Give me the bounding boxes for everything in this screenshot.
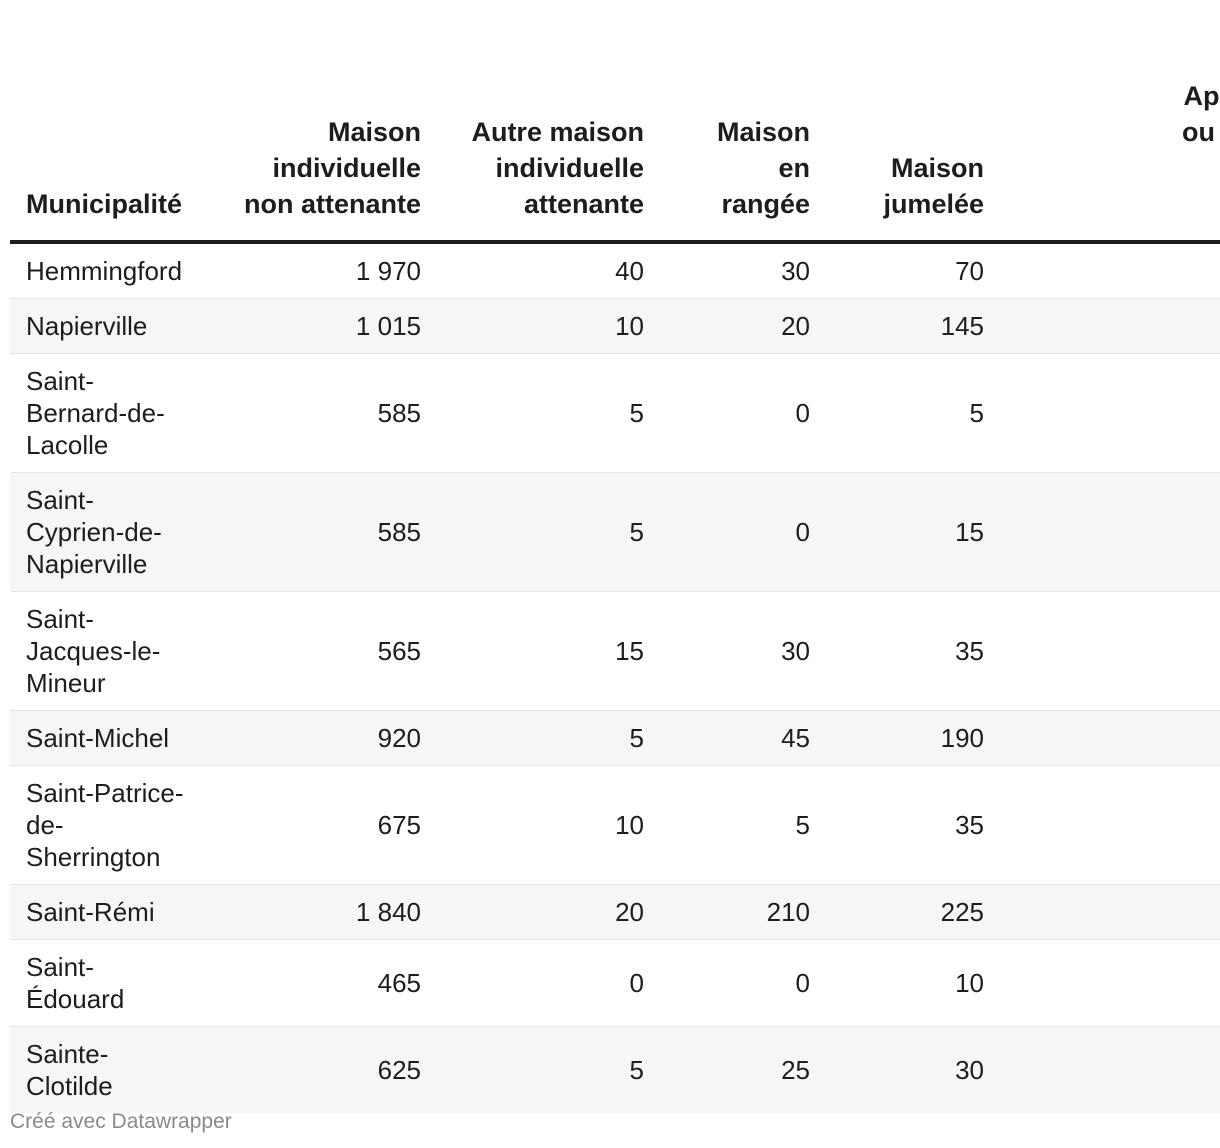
table-row: Saint-Bernard-de-Lacolle58550510 — [10, 353, 1220, 473]
cell-value: 0 — [644, 353, 810, 473]
cell-value: 225 — [810, 884, 984, 940]
cell-value: 5 — [421, 472, 644, 592]
cell-value: 40 — [984, 298, 1220, 354]
cell-municipality: Napierville — [10, 298, 200, 354]
cell-value: 10 — [421, 298, 644, 354]
cell-municipality: Hemmingford — [10, 242, 200, 299]
cell-value: 5 — [644, 765, 810, 885]
cell-value: 20 — [984, 591, 1220, 711]
table-row: Saint-Édouard 465 0 0 10 — [10, 939, 1220, 1027]
cell-value — [984, 472, 1220, 592]
cell-value: 45 — [644, 710, 810, 766]
cell-value: 5 — [810, 353, 984, 473]
cell-municipality: Saint-Patrice-de-Sherrington — [10, 765, 200, 885]
cell-municipality: Saint-Jacques-le-Mineur — [10, 591, 200, 711]
table-header-row: Municipalité Maison individuelle non att… — [10, 0, 1220, 244]
cell-value: 10 — [984, 765, 1220, 885]
table-row: Sainte-Clotilde6255253050 — [10, 1026, 1220, 1113]
cell-value: 30 — [644, 591, 810, 711]
cell-value: 625 — [200, 1026, 421, 1113]
cell-value: 10 — [984, 353, 1220, 473]
cell-municipality: Saint-Michel — [10, 710, 200, 766]
cell-municipality: Saint-Bernard-de-Lacolle — [10, 353, 200, 473]
cell-municipality: Sainte-Clotilde — [10, 1026, 200, 1113]
table-row: Saint-Jacques-le-Mineur56515303520 — [10, 591, 1220, 711]
cell-value: 25 — [644, 1026, 810, 1113]
table-row: Saint-Patrice-de-Sherrington6751053510 — [10, 765, 1220, 885]
cell-value: 20 — [644, 298, 810, 354]
column-header-appartement-duplex[interactable]: Appartement ou plain-pied dans un duplex — [984, 0, 1220, 244]
cell-value: 10 — [984, 710, 1220, 766]
cell-value: 465 — [200, 939, 421, 1027]
cell-value: 70 — [810, 242, 984, 299]
cell-value: 20 — [421, 884, 644, 940]
cell-value: 15 — [421, 591, 644, 711]
cell-municipality: Saint-Cyprien-de-Napierville — [10, 472, 200, 592]
column-header-maison-jumelee[interactable]: Maison jumelée — [810, 0, 984, 244]
cell-value: 585 — [200, 472, 421, 592]
cell-value: 5 — [421, 710, 644, 766]
column-header-municipality[interactable]: Municipalité — [10, 0, 200, 244]
cell-value: 920 — [200, 710, 421, 766]
cell-municipality: Saint-Rémi — [10, 884, 200, 940]
datawrapper-credit[interactable]: Créé avec Datawrapper — [10, 1110, 232, 1133]
cell-value: 0 — [644, 939, 810, 1027]
cell-value: 50 — [984, 1026, 1220, 1113]
cell-value: 180 — [984, 884, 1220, 940]
cell-value: 1 970 — [200, 242, 421, 299]
cell-value: 40 — [421, 242, 644, 299]
cell-value: 10 — [810, 939, 984, 1027]
cell-value: 145 — [810, 298, 984, 354]
data-table: Municipalité Maison individuelle non att… — [10, 0, 1220, 1113]
table-row: Saint-Michel92054519010 — [10, 710, 1220, 766]
cell-municipality: Saint-Édouard — [10, 939, 200, 1027]
cell-value: 10 — [421, 765, 644, 885]
cell-value: 1 015 — [200, 298, 421, 354]
cell-value — [984, 939, 1220, 1027]
column-header-autre-maison-individuelle-attenante[interactable]: Autre maison individuelle attenante — [421, 0, 644, 244]
cell-value: 1 840 — [200, 884, 421, 940]
cell-value: 30 — [810, 1026, 984, 1113]
cell-value: 35 — [810, 765, 984, 885]
data-table-container: Municipalité Maison individuelle non att… — [10, 0, 1220, 1113]
table-row: Saint-Cyprien-de-Napierville 585 5 0 15 — [10, 472, 1220, 592]
cell-value: 0 — [644, 472, 810, 592]
cell-value: 585 — [200, 353, 421, 473]
cell-value: 210 — [644, 884, 810, 940]
column-header-maison-individuelle-non-attenante[interactable]: Maison individuelle non attenante — [200, 0, 421, 244]
cell-value: 30 — [644, 242, 810, 299]
cell-value: 0 — [421, 939, 644, 1027]
cell-value: 675 — [200, 765, 421, 885]
cell-value: 35 — [810, 591, 984, 711]
cell-value: 40 — [984, 242, 1220, 299]
cell-value: 5 — [421, 353, 644, 473]
cell-value: 5 — [421, 1026, 644, 1113]
cell-value: 190 — [810, 710, 984, 766]
cell-value: 565 — [200, 591, 421, 711]
column-header-maison-en-rangee[interactable]: Maison en rangée — [644, 0, 810, 244]
cell-value: 15 — [810, 472, 984, 592]
